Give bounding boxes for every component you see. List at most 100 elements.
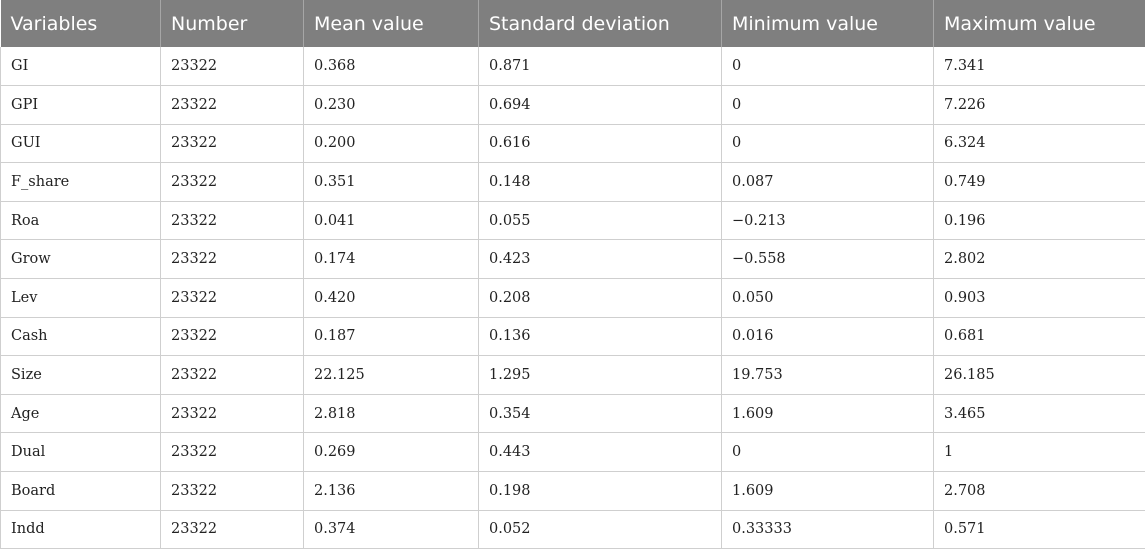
- mean-value-cell: 0.230: [303, 85, 479, 125]
- mean-value-cell: 0.041: [303, 201, 479, 241]
- maximum-value-cell: 6.324: [933, 124, 1145, 164]
- header-mean-value: Mean value: [303, 0, 479, 47]
- maximum-value-cell: 26.185: [933, 355, 1145, 395]
- minimum-value-cell: −0.213: [721, 201, 934, 241]
- number-cell: 23322: [160, 239, 304, 280]
- minimum-value-cell: −0.558: [721, 239, 934, 280]
- table-row: GI 23322 0.368 0.871 0 7.341: [0, 47, 1145, 87]
- variable-cell: GPI: [0, 85, 161, 125]
- table-row: F_share 23322 0.351 0.148 0.087 0.749: [0, 162, 1145, 202]
- variable-cell: Size: [0, 355, 161, 395]
- variable-cell: Cash: [0, 317, 161, 357]
- minimum-value-cell: 0.016: [721, 317, 934, 357]
- variable-cell: Roa: [0, 201, 161, 241]
- number-cell: 23322: [160, 394, 304, 434]
- mean-value-cell: 0.174: [303, 239, 479, 280]
- standard-deviation-cell: 0.694: [478, 85, 722, 125]
- number-cell: 23322: [160, 162, 304, 202]
- table-row: Cash 23322 0.187 0.136 0.016 0.681: [0, 317, 1145, 357]
- standard-deviation-cell: 0.055: [478, 201, 722, 241]
- number-cell: 23322: [160, 85, 304, 125]
- maximum-value-cell: 0.903: [933, 278, 1145, 318]
- header-standard-deviation: Standard deviation: [478, 0, 722, 47]
- number-cell: 23322: [160, 317, 304, 357]
- mean-value-cell: 0.269: [303, 432, 479, 473]
- minimum-value-cell: 0.050: [721, 278, 934, 318]
- mean-value-cell: 0.200: [303, 124, 479, 164]
- table-header: Variables Number Mean value Standard dev…: [0, 0, 1145, 47]
- number-cell: 23322: [160, 278, 304, 318]
- header-row: Variables Number Mean value Standard dev…: [0, 0, 1145, 47]
- standard-deviation-cell: 0.443: [478, 432, 722, 473]
- mean-value-cell: 2.818: [303, 394, 479, 434]
- variable-cell: GI: [0, 47, 161, 87]
- minimum-value-cell: 0: [721, 432, 934, 473]
- variable-cell: F_share: [0, 162, 161, 202]
- standard-deviation-cell: 0.423: [478, 239, 722, 280]
- maximum-value-cell: 2.802: [933, 239, 1145, 280]
- minimum-value-cell: 19.753: [721, 355, 934, 395]
- minimum-value-cell: 0: [721, 85, 934, 125]
- variable-cell: Lev: [0, 278, 161, 318]
- number-cell: 23322: [160, 47, 304, 87]
- maximum-value-cell: 0.196: [933, 201, 1145, 241]
- mean-value-cell: 0.420: [303, 278, 479, 318]
- minimum-value-cell: 0: [721, 124, 934, 164]
- standard-deviation-cell: 0.148: [478, 162, 722, 202]
- number-cell: 23322: [160, 355, 304, 395]
- variable-cell: Indd: [0, 510, 161, 549]
- standard-deviation-cell: 0.354: [478, 394, 722, 434]
- variable-cell: Dual: [0, 432, 161, 473]
- maximum-value-cell: 2.708: [933, 471, 1145, 511]
- mean-value-cell: 0.187: [303, 317, 479, 357]
- minimum-value-cell: 0: [721, 47, 934, 87]
- table-row: Dual 23322 0.269 0.443 0 1: [0, 432, 1145, 473]
- standard-deviation-cell: 0.136: [478, 317, 722, 357]
- maximum-value-cell: 7.226: [933, 85, 1145, 125]
- mean-value-cell: 22.125: [303, 355, 479, 395]
- variable-cell: GUI: [0, 124, 161, 164]
- mean-value-cell: 2.136: [303, 471, 479, 511]
- minimum-value-cell: 1.609: [721, 471, 934, 511]
- mean-value-cell: 0.368: [303, 47, 479, 87]
- mean-value-cell: 0.351: [303, 162, 479, 202]
- standard-deviation-cell: 0.052: [478, 510, 722, 549]
- number-cell: 23322: [160, 510, 304, 549]
- minimum-value-cell: 0.33333: [721, 510, 934, 549]
- header-maximum-value: Maximum value: [933, 0, 1145, 47]
- header-number: Number: [160, 0, 304, 47]
- standard-deviation-cell: 0.871: [478, 47, 722, 87]
- variable-cell: Age: [0, 394, 161, 434]
- mean-value-cell: 0.374: [303, 510, 479, 549]
- variable-cell: Board: [0, 471, 161, 511]
- table-row: Board 23322 2.136 0.198 1.609 2.708: [0, 471, 1145, 511]
- maximum-value-cell: 7.341: [933, 47, 1145, 87]
- standard-deviation-cell: 0.208: [478, 278, 722, 318]
- table-row: GUI 23322 0.200 0.616 0 6.324: [0, 124, 1145, 164]
- minimum-value-cell: 1.609: [721, 394, 934, 434]
- number-cell: 23322: [160, 124, 304, 164]
- standard-deviation-cell: 1.295: [478, 355, 722, 395]
- number-cell: 23322: [160, 471, 304, 511]
- variable-cell: Grow: [0, 239, 161, 280]
- table-row: GPI 23322 0.230 0.694 0 7.226: [0, 85, 1145, 125]
- table-row: Grow 23322 0.174 0.423 −0.558 2.802: [0, 239, 1145, 280]
- number-cell: 23322: [160, 432, 304, 473]
- maximum-value-cell: 1: [933, 432, 1145, 473]
- standard-deviation-cell: 0.616: [478, 124, 722, 164]
- table-row: Age 23322 2.818 0.354 1.609 3.465: [0, 394, 1145, 434]
- table-body: GI 23322 0.368 0.871 0 7.341 GPI 23322 0.230 0.69…: [0, 47, 1145, 549]
- table-row: Roa 23322 0.041 0.055 −0.213 0.196: [0, 201, 1145, 241]
- minimum-value-cell: 0.087: [721, 162, 934, 202]
- table-row: Size 23322 22.125 1.295 19.753 26.185: [0, 355, 1145, 395]
- maximum-value-cell: 3.465: [933, 394, 1145, 434]
- header-variables: Variables: [0, 0, 161, 47]
- standard-deviation-cell: 0.198: [478, 471, 722, 511]
- table-row: Indd 23322 0.374 0.052 0.33333 0.571: [0, 510, 1145, 549]
- number-cell: 23322: [160, 201, 304, 241]
- maximum-value-cell: 0.749: [933, 162, 1145, 202]
- maximum-value-cell: 0.681: [933, 317, 1145, 357]
- table-row: Lev 23322 0.420 0.208 0.050 0.903: [0, 278, 1145, 318]
- maximum-value-cell: 0.571: [933, 510, 1145, 549]
